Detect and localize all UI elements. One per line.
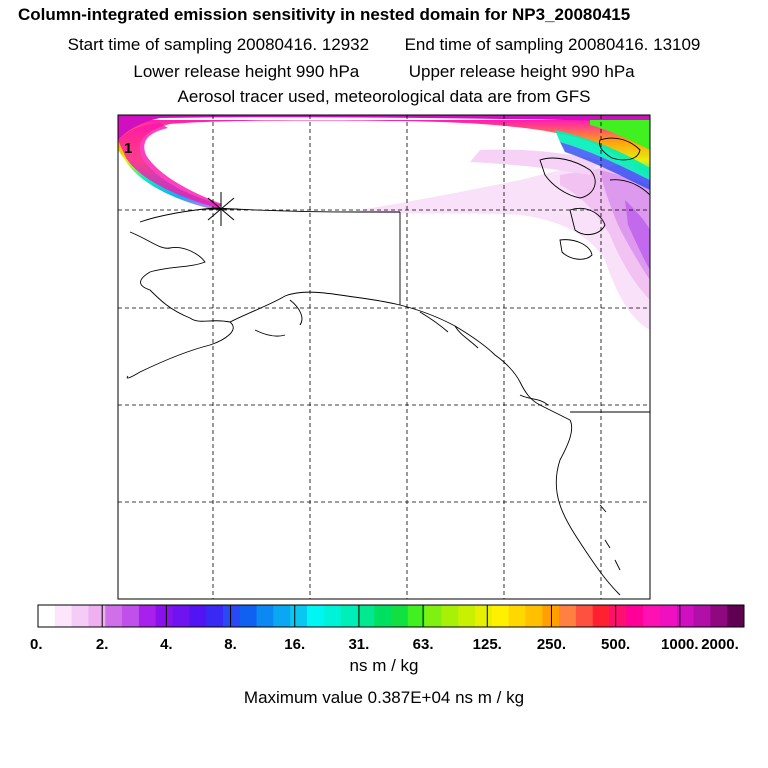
release-location-marker <box>204 192 238 226</box>
colorbar <box>37 604 745 628</box>
marker-label: 1 <box>124 140 132 157</box>
colorbar-swatch <box>323 605 342 627</box>
colorbar-tick-label: 4. <box>160 636 173 653</box>
colorbar-swatch <box>306 605 325 627</box>
maximum-value-label: Maximum value 0.387E+04 ns m / kg <box>243 688 525 707</box>
colorbar-swatch <box>491 605 510 627</box>
tracer-info: Aerosol tracer used, meteorological data… <box>177 87 591 106</box>
sensitivity-field-low <box>360 149 650 330</box>
colorbar-swatch <box>525 605 543 627</box>
start-time-label: Start time of sampling 20080416. 12932 <box>67 35 370 54</box>
colorbar-swatch <box>138 605 157 627</box>
colorbar-tick-label: 1000. <box>661 636 699 653</box>
sampling-times: Start time of sampling 20080416. 12932 E… <box>0 35 768 55</box>
sensitivity-plume <box>118 115 650 210</box>
colorbar-units: ns m / kg <box>349 656 419 675</box>
colorbar-swatch <box>239 605 258 627</box>
map-panel: 1 <box>118 115 650 599</box>
colorbar-tick-label: 0. <box>30 636 43 653</box>
colorbar-swatch <box>508 605 526 627</box>
colorbar-swatch <box>407 605 426 627</box>
colorbar-tick-label: 2000. <box>701 636 739 653</box>
colorbar-swatch <box>256 605 274 627</box>
colorbar-swatch <box>458 605 476 627</box>
end-time-label: End time of sampling 20080416. 13109 <box>404 35 701 54</box>
colorbar-swatch <box>222 605 241 627</box>
colorbar-swatch <box>542 605 560 627</box>
colorbar-swatch <box>357 605 375 627</box>
colorbar-swatch <box>424 605 442 627</box>
colorbar-swatch <box>71 605 89 627</box>
colorbar-swatch <box>643 605 661 627</box>
colorbar-tick-label: 125. <box>473 636 502 653</box>
colorbar-swatch <box>391 605 409 627</box>
colorbar-swatch <box>441 605 459 627</box>
colorbar-swatch <box>475 605 493 627</box>
colorbar-tick-label: 63. <box>413 636 434 653</box>
colorbar-swatch <box>189 605 207 627</box>
graticule <box>118 115 650 599</box>
colorbar-swatch <box>659 605 678 627</box>
colorbar-frame <box>37 604 745 628</box>
colorbar-swatch <box>609 605 627 627</box>
colorbar-swatch <box>676 605 695 627</box>
chart-title: Column-integrated emission sensitivity i… <box>18 5 631 24</box>
colorbar-swatch <box>38 605 56 627</box>
colorbar-tick-label: 31. <box>348 636 369 653</box>
colorbar-tick-label: 16. <box>284 636 305 653</box>
colorbar-swatch <box>592 605 611 627</box>
colorbar-swatch <box>693 605 711 627</box>
map-frame <box>117 114 651 600</box>
colorbar-swatch <box>290 605 308 627</box>
colorbar-swatch <box>105 605 123 627</box>
colorbar-swatch <box>54 605 73 627</box>
colorbar-tick-labels: 0. 2. 4. 8. 16. 31. 63. 125. 250. 500. 1000. 2000. <box>30 636 739 653</box>
colorbar-tick-label: 500. <box>601 636 630 653</box>
colorbar-swatch <box>172 605 190 627</box>
colorbar-swatch <box>122 605 140 627</box>
colorbar-swatch <box>626 605 644 627</box>
colorbar-swatch <box>155 605 173 627</box>
colorbar-tick-label: 250. <box>537 636 566 653</box>
colorbar-swatch <box>710 605 728 627</box>
colorbar-swatch <box>88 605 106 627</box>
colorbar-swatch <box>340 605 358 627</box>
colorbar-tick-label: 2. <box>96 636 109 653</box>
colorbar-tick-label: 8. <box>224 636 237 653</box>
colorbar-swatch <box>206 605 224 627</box>
colorbar-swatch <box>374 605 392 627</box>
colorbar-swatch <box>273 605 291 627</box>
upper-release-label: Upper release height 990 hPa <box>408 62 635 81</box>
colorbar-swatch <box>559 605 577 627</box>
lower-release-label: Lower release height 990 hPa <box>133 62 360 81</box>
colorbar-swatch <box>727 605 745 627</box>
colorbar-swatch <box>575 605 594 627</box>
release-heights: Lower release height 990 hPa Upper relea… <box>0 62 768 82</box>
